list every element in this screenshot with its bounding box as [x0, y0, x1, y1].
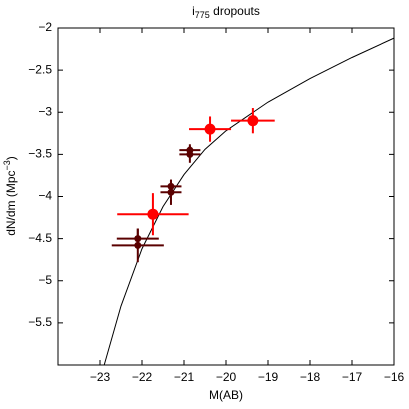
data-point	[134, 241, 142, 249]
x-tick-label: −23	[90, 370, 111, 384]
data-point	[247, 115, 259, 127]
y-tick-label: −5	[38, 273, 52, 287]
y-tick-label: −5.5	[28, 315, 52, 329]
x-tick-label: −17	[342, 370, 363, 384]
plot-frame	[57, 27, 395, 366]
data-point	[186, 150, 194, 158]
x-tick-label: −21	[174, 370, 195, 384]
data-point	[147, 208, 159, 220]
x-tick-label: −20	[216, 370, 237, 384]
y-tick-label: −2.5	[28, 62, 52, 76]
x-tick-label: −16	[384, 370, 405, 384]
y-axis-label: dN/dm (Mpc−3)	[2, 156, 18, 236]
y-tick-label: −3.5	[28, 147, 52, 161]
x-axis-label: M(AB)	[209, 388, 243, 402]
data-point	[204, 123, 216, 135]
y-tick-label: −2	[38, 20, 52, 34]
x-tick-label: −18	[300, 370, 321, 384]
chart-title: i775 dropouts	[192, 4, 260, 20]
x-tick-label: −22	[132, 370, 153, 384]
y-tick-label: −3	[38, 104, 52, 118]
y-tick-label: −4	[38, 189, 52, 203]
x-tick-label: −19	[258, 370, 279, 384]
data-point	[167, 188, 175, 196]
model-curve	[103, 37, 395, 366]
y-tick-label: −4.5	[28, 231, 52, 245]
